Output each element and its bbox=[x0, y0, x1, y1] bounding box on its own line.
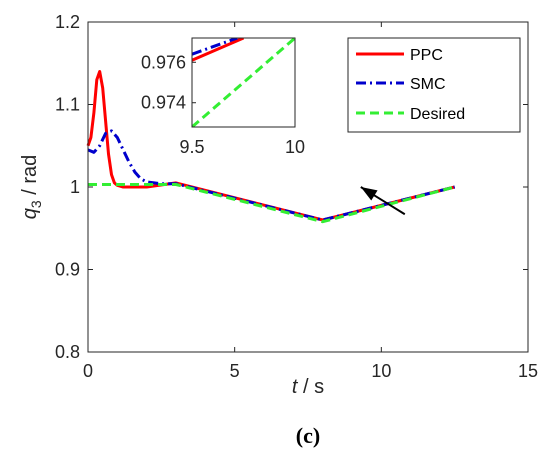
inset-y-tick-label: 0.976 bbox=[141, 52, 186, 72]
x-tick-label: 10 bbox=[371, 361, 391, 381]
y-tick-label: 0.9 bbox=[55, 260, 80, 280]
arrow-head bbox=[360, 187, 378, 201]
inset-line-smc bbox=[192, 38, 238, 56]
main-axes-ticks: 0 5 10 15 0.8 0.9 1 1.1 1.2 bbox=[55, 12, 538, 381]
inset-y-tick-label: 0.974 bbox=[141, 93, 186, 113]
x-tick-label: 15 bbox=[518, 361, 538, 381]
legend-label-desired: Desired bbox=[410, 106, 465, 123]
legend-label-ppc: PPC bbox=[410, 47, 443, 64]
main-plot-lines bbox=[86, 70, 456, 224]
y-axis-label: q3 / rad bbox=[19, 155, 44, 220]
legend-label-smc: SMC bbox=[410, 76, 446, 93]
inset-x-tick-label: 9.5 bbox=[179, 137, 204, 157]
y-tick-label: 1.2 bbox=[55, 12, 80, 32]
y-tick-label: 0.8 bbox=[55, 342, 80, 362]
legend: PPC SMC Desired bbox=[347, 37, 521, 133]
series-line-ppc bbox=[86, 70, 456, 222]
inset-axes-box bbox=[191, 37, 296, 128]
y-tick-label: 1 bbox=[70, 177, 80, 197]
zoom-arrow bbox=[360, 186, 406, 216]
x-tick-label: 5 bbox=[230, 361, 240, 381]
inset-x-tick-label: 10 bbox=[285, 137, 305, 157]
y-tick-label: 1.1 bbox=[55, 95, 80, 115]
x-axis-label: t / s bbox=[292, 376, 324, 398]
series-line-smc bbox=[87, 129, 456, 222]
inset-axes: 9.5 10 0.974 0.976 bbox=[141, 37, 305, 157]
inset-axes-ticks: 9.5 10 0.974 0.976 bbox=[141, 52, 305, 157]
series-line-desired bbox=[88, 183, 456, 224]
figure-caption: (c) bbox=[296, 423, 320, 448]
x-tick-label: 0 bbox=[83, 361, 93, 381]
inset-line-desired bbox=[192, 38, 295, 127]
inset-plot-lines bbox=[192, 38, 295, 127]
inset-line-ppc bbox=[192, 38, 245, 62]
